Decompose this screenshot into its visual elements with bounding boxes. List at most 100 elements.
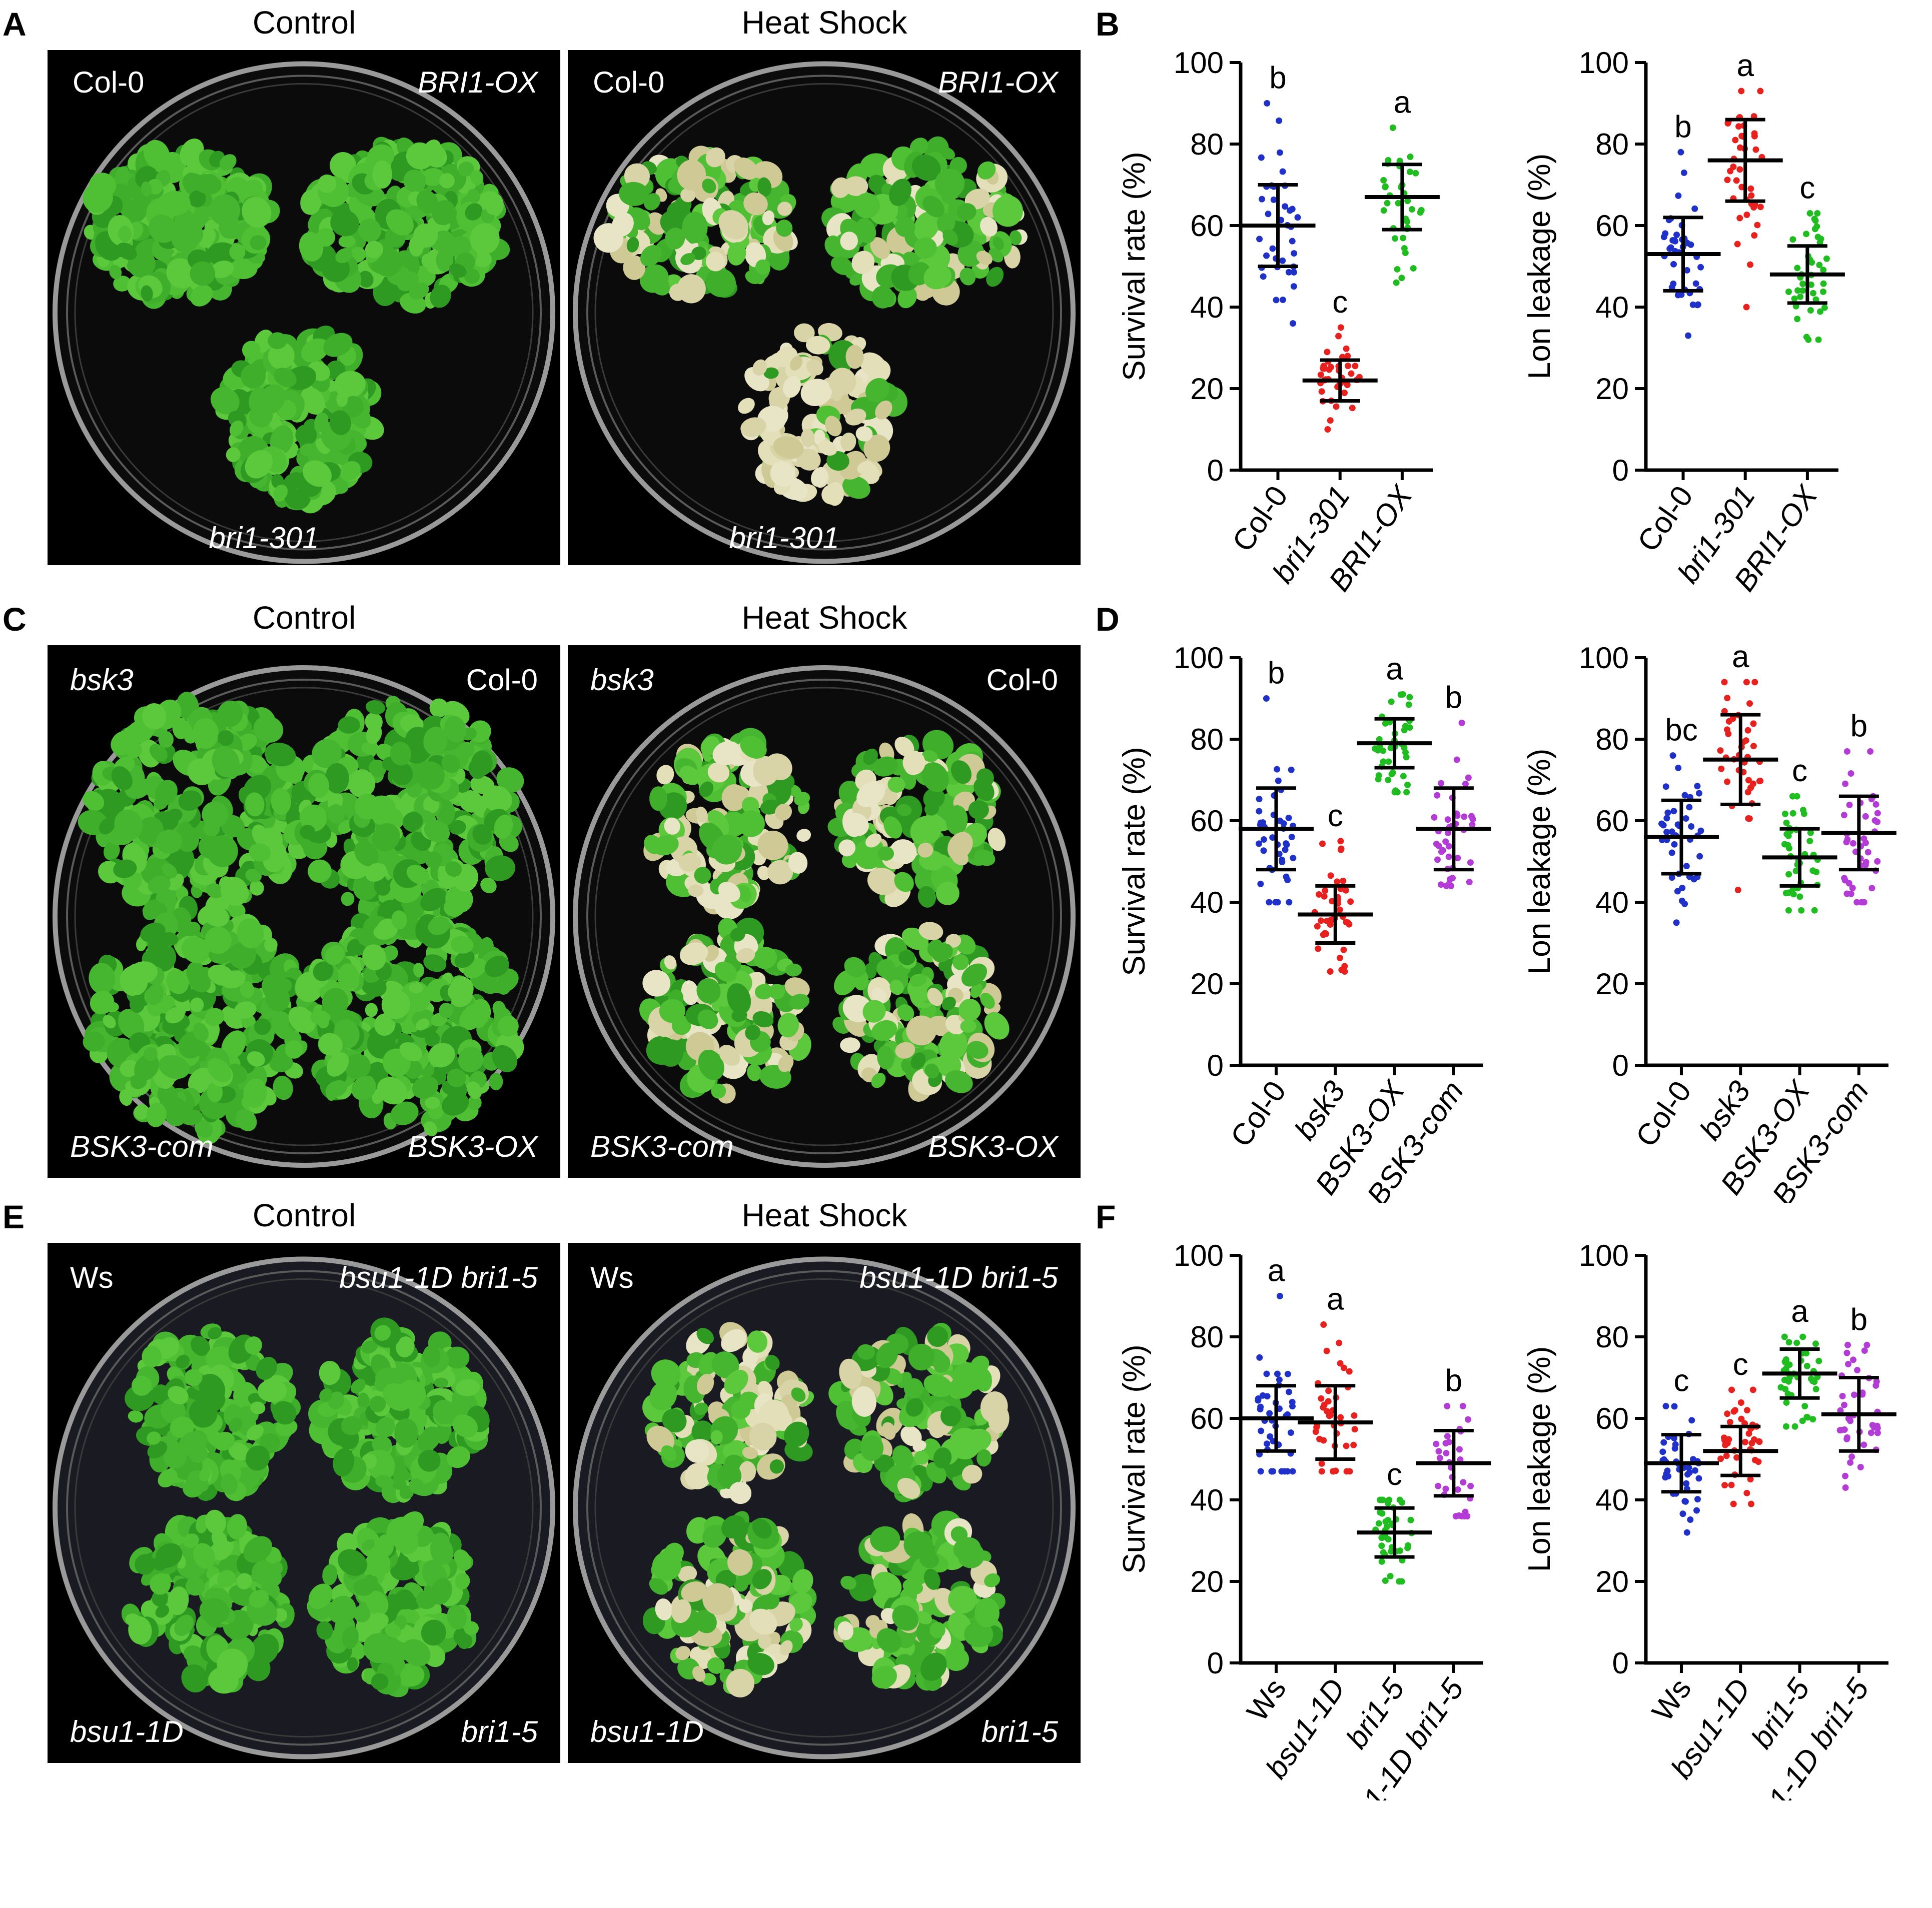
y-tick-label: 80 bbox=[1190, 128, 1224, 161]
x-tick-label: Ws bbox=[1645, 1672, 1698, 1727]
data-point bbox=[1274, 1370, 1281, 1377]
genotype-label: Col-0 bbox=[986, 663, 1058, 697]
data-point bbox=[1674, 821, 1681, 828]
data-point bbox=[1812, 1340, 1819, 1347]
data-point bbox=[1803, 1413, 1810, 1420]
data-point bbox=[1783, 1399, 1790, 1406]
data-point bbox=[1380, 207, 1387, 214]
data-point bbox=[1862, 862, 1869, 869]
data-point bbox=[1455, 1512, 1462, 1519]
data-point bbox=[1743, 1407, 1750, 1414]
plate-photo: bsk3 Col-0 BSK3-com BSK3-OX bbox=[48, 645, 560, 1178]
data-point bbox=[1683, 1529, 1690, 1536]
data-point bbox=[1279, 168, 1286, 175]
data-point bbox=[1867, 1429, 1874, 1436]
data-point bbox=[1796, 893, 1803, 900]
data-point bbox=[1380, 747, 1387, 754]
data-point bbox=[1789, 810, 1796, 817]
data-point bbox=[1318, 1395, 1325, 1402]
significance-letter: b bbox=[1674, 110, 1691, 144]
condition-title: Heat Shock bbox=[741, 1197, 907, 1233]
data-point bbox=[1318, 1460, 1325, 1467]
data-point bbox=[1375, 1520, 1382, 1527]
data-point bbox=[1736, 215, 1743, 222]
data-point bbox=[1334, 878, 1341, 885]
data-point bbox=[1849, 840, 1856, 847]
data-point bbox=[1823, 255, 1830, 262]
significance-letter: a bbox=[1791, 1294, 1808, 1329]
plate-illustration bbox=[568, 645, 1081, 1178]
data-point bbox=[1347, 898, 1354, 905]
data-point bbox=[1660, 1439, 1667, 1446]
data-point bbox=[1389, 124, 1396, 131]
data-point bbox=[1668, 284, 1675, 291]
data-point bbox=[1346, 1468, 1353, 1475]
data-point bbox=[1721, 1482, 1728, 1489]
data-point bbox=[1845, 1415, 1852, 1422]
genotype-label: bri1-5 bbox=[461, 1715, 538, 1748]
data-point bbox=[1380, 177, 1387, 184]
data-point bbox=[1406, 724, 1413, 731]
data-point bbox=[1315, 945, 1322, 952]
data-point bbox=[1662, 1474, 1669, 1481]
significance-letter: a bbox=[1268, 1254, 1285, 1288]
data-point bbox=[1721, 708, 1728, 715]
data-point bbox=[1333, 403, 1340, 410]
data-point bbox=[1859, 1389, 1866, 1396]
data-point bbox=[1320, 1321, 1327, 1328]
data-point bbox=[1265, 211, 1272, 218]
data-points bbox=[1311, 838, 1354, 975]
data-point bbox=[1270, 196, 1277, 203]
data-point bbox=[1782, 1385, 1789, 1392]
y-tick-label: 40 bbox=[1595, 886, 1629, 919]
data-point bbox=[1747, 784, 1754, 791]
data-point bbox=[1743, 212, 1750, 219]
data-point bbox=[1445, 843, 1452, 850]
x-tick-label: Col-0 bbox=[1629, 1075, 1697, 1153]
genotype-label: BSK3-OX bbox=[407, 1130, 538, 1163]
data-point bbox=[1294, 214, 1301, 221]
y-tick-label: 60 bbox=[1595, 209, 1629, 243]
data-point bbox=[1324, 426, 1331, 433]
data-point bbox=[1678, 897, 1685, 904]
data-point bbox=[1336, 1339, 1343, 1346]
data-point bbox=[1671, 237, 1678, 244]
plate-photo: Ws bsu1-1D bri1-5 bsu1-1D bri1-5 bbox=[48, 1243, 560, 1763]
genotype-label: BRI1-OX bbox=[937, 66, 1058, 99]
data-point bbox=[1815, 1357, 1822, 1364]
data-point bbox=[1679, 884, 1686, 891]
data-point bbox=[1724, 778, 1731, 785]
data-point bbox=[1283, 841, 1290, 848]
y-tick-label: 80 bbox=[1595, 1320, 1629, 1354]
data-point bbox=[1344, 353, 1351, 360]
data-point bbox=[1340, 877, 1347, 884]
data-point bbox=[1466, 879, 1473, 886]
data-point bbox=[1256, 796, 1263, 803]
y-tick-label: 100 bbox=[1579, 641, 1629, 675]
data-point bbox=[1467, 1482, 1474, 1489]
data-point bbox=[1685, 332, 1692, 339]
data-point bbox=[1820, 288, 1827, 295]
data-point bbox=[1747, 261, 1754, 268]
data-point bbox=[1807, 307, 1814, 314]
data-point bbox=[1454, 1486, 1461, 1493]
data-point bbox=[1842, 780, 1849, 787]
data-point bbox=[1730, 1500, 1737, 1507]
data-point bbox=[1290, 283, 1297, 290]
data-point bbox=[1397, 691, 1404, 698]
y-tick-label: 20 bbox=[1595, 372, 1629, 406]
data-point bbox=[1799, 1333, 1806, 1340]
significance-letter: a bbox=[1327, 1282, 1344, 1317]
data-point bbox=[1388, 698, 1395, 705]
data-point bbox=[1401, 245, 1408, 252]
data-point bbox=[1444, 816, 1451, 823]
data-point bbox=[1336, 954, 1343, 961]
data-point bbox=[1783, 831, 1790, 838]
data-point bbox=[1446, 1438, 1453, 1445]
data-point bbox=[1673, 919, 1680, 926]
data-point bbox=[1791, 1423, 1798, 1430]
data-point bbox=[1288, 766, 1295, 773]
data-point bbox=[1751, 1456, 1758, 1463]
data-point bbox=[1743, 1489, 1750, 1496]
data-point bbox=[1385, 776, 1392, 783]
